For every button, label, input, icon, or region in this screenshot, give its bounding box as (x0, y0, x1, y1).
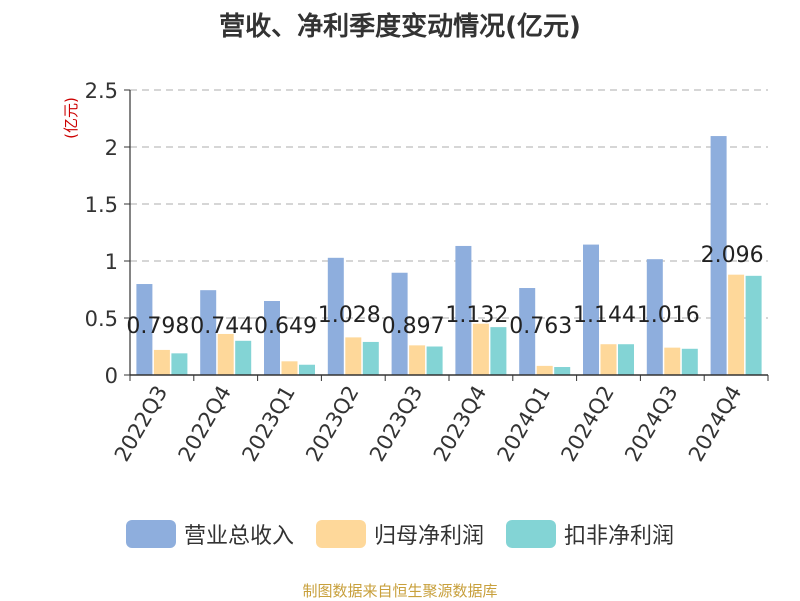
bar (490, 327, 507, 375)
x-tick-label: 2022Q4 (174, 382, 236, 466)
bar (327, 257, 344, 375)
bar (217, 333, 234, 375)
bar (455, 245, 472, 375)
bar (281, 361, 298, 375)
legend-item[interactable]: 归母净利润 (315, 518, 484, 550)
data-label: 0.897 (382, 314, 445, 339)
bar (519, 288, 536, 375)
bar (409, 345, 426, 375)
bar (200, 290, 217, 375)
footer-source: 制图数据来自恒生聚源数据库 (302, 582, 498, 600)
legend-label: 归母净利润 (373, 524, 484, 549)
bar (728, 274, 745, 375)
x-tick-label: 2024Q4 (684, 382, 746, 466)
bar (745, 275, 762, 375)
legend-swatch (506, 520, 556, 548)
bar (646, 259, 663, 375)
y-tick-label: 2 (105, 136, 118, 160)
x-tick-label: 2023Q3 (365, 382, 427, 466)
bar (536, 365, 553, 375)
bar (618, 344, 634, 375)
legend-swatch (315, 520, 366, 548)
legend-item[interactable]: 营业总收入 (125, 518, 294, 550)
x-tick-label: 2023Q4 (429, 382, 491, 466)
data-label: 1.144 (573, 303, 636, 328)
y-tick-label: 1 (105, 250, 118, 274)
bar (426, 346, 443, 375)
x-tick-label: 2024Q2 (556, 382, 618, 466)
bar (600, 344, 617, 375)
data-label: 1.132 (445, 303, 508, 328)
bar (362, 341, 379, 375)
legend-swatch (125, 520, 176, 548)
y-tick-label: 1.5 (85, 193, 118, 217)
y-tick-label: 0.5 (85, 307, 118, 331)
data-label: 2.096 (701, 243, 764, 268)
bar (554, 367, 571, 375)
bar (583, 244, 599, 375)
bar (710, 136, 727, 375)
y-axis-unit-label: (亿元) (62, 97, 80, 139)
gridlines (130, 89, 768, 319)
data-label: 0.798 (126, 314, 189, 339)
bar (681, 348, 698, 375)
x-tick-label: 2024Q3 (620, 382, 682, 466)
x-tick-label: 2022Q3 (110, 382, 172, 466)
y-tick-label: 0 (105, 364, 118, 388)
bars (136, 136, 762, 375)
legend-label: 扣非净利润 (564, 524, 675, 549)
bar (235, 340, 252, 375)
bar (472, 323, 489, 375)
data-label: 1.016 (637, 303, 700, 328)
bar (664, 347, 681, 375)
bar (136, 284, 153, 375)
data-label: 0.744 (190, 314, 253, 339)
bar (264, 301, 280, 375)
legend: 营业总收入 归母净利润 扣非净利润 (0, 518, 800, 550)
x-tick-label: 2023Q2 (301, 382, 363, 466)
bar (391, 272, 408, 375)
data-label: 0.649 (254, 314, 317, 339)
data-label: 0.763 (509, 314, 572, 339)
data-label: 1.028 (318, 303, 381, 328)
bar (171, 353, 188, 375)
data-labels: 0.798 0.744 0.649 1.028 0.897 1.132 0.763 1.144… (126, 243, 763, 339)
bar (153, 349, 170, 375)
x-tick-label: 2024Q1 (493, 382, 555, 466)
x-tick-label: 2023Q1 (237, 382, 299, 466)
bar (345, 337, 362, 375)
chart-title: 营收、净利季度变动情况(亿元) (219, 12, 581, 42)
bar (299, 364, 315, 375)
legend-label: 营业总收入 (183, 524, 294, 549)
legend-item[interactable]: 扣非净利润 (506, 518, 674, 550)
y-tick-label: 2.5 (85, 79, 118, 103)
